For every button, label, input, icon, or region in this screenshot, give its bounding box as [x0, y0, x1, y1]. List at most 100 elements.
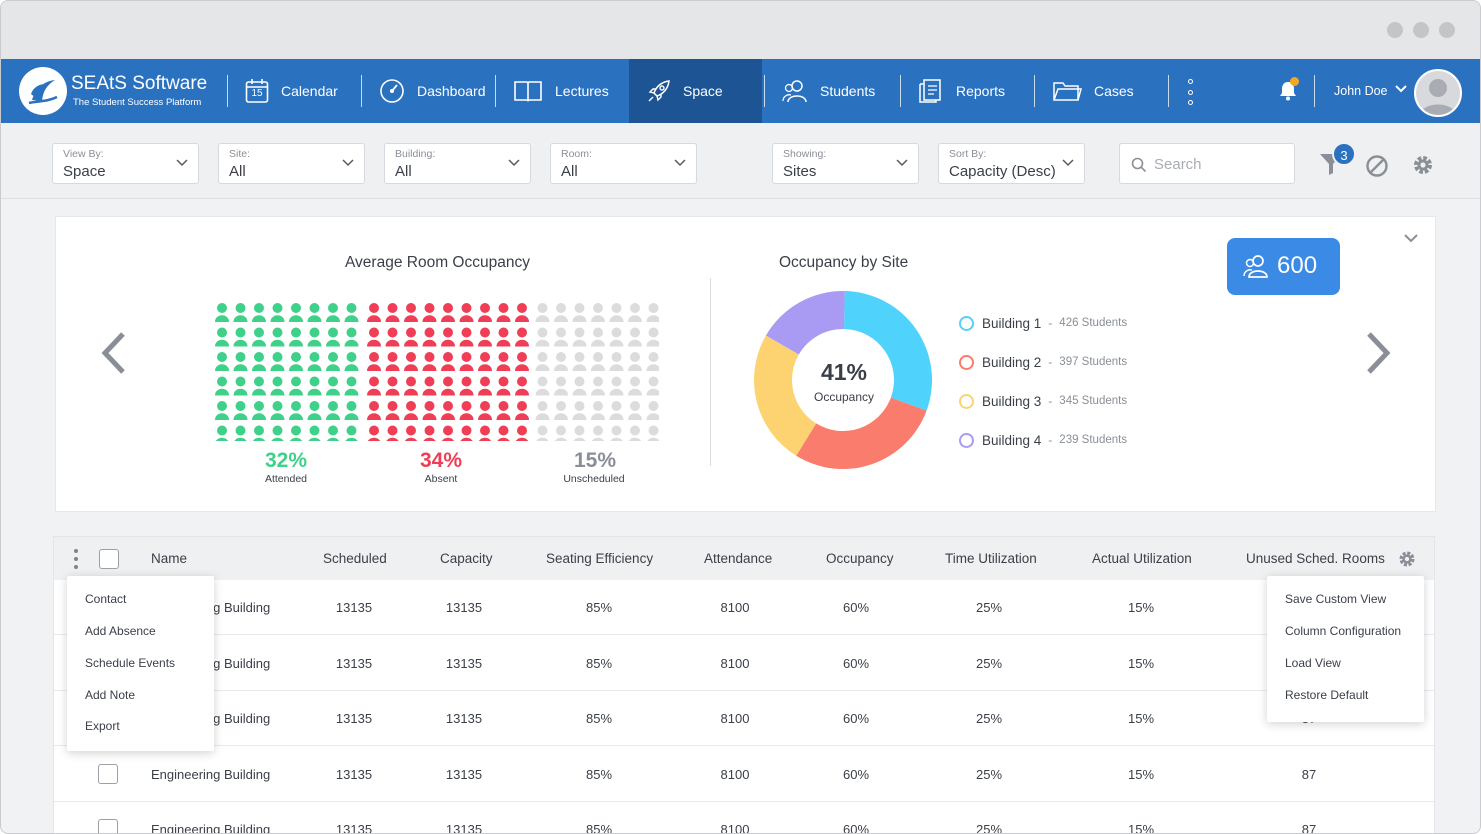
absent-label: Absent — [424, 473, 458, 485]
occupancy-by-site-title: Occupancy by Site — [779, 254, 909, 271]
nav-item-dashboard[interactable]: Dashboard — [363, 59, 493, 123]
menu-item-add-note[interactable]: Add Note — [85, 688, 136, 702]
legend-ring — [959, 432, 974, 448]
sort-by-select[interactable]: Sort By: Capacity (Desc) — [938, 143, 1085, 184]
collapse-chevron-icon[interactable] — [1403, 233, 1419, 243]
cell-capacity: 13135 — [445, 600, 483, 615]
nav-item-students[interactable]: Students — [766, 59, 898, 123]
menu-item-export[interactable]: Export — [85, 719, 120, 733]
person-icon — [629, 425, 641, 441]
legend-building-value: 397 Students — [1059, 356, 1128, 368]
view-by-value: Space — [63, 163, 106, 180]
person-icon — [554, 376, 568, 396]
person-icon — [535, 352, 550, 371]
room-select[interactable]: Room: All — [550, 143, 697, 184]
building-select[interactable]: Building: All — [384, 143, 531, 184]
table-row[interactable]: Engineering Building131351313585%810060%… — [54, 691, 1434, 746]
row-actions-menu: Contact Add Absence Schedule Events Add … — [67, 576, 214, 751]
nav-item-lectures[interactable]: Lectures — [497, 59, 627, 123]
folder-icon — [1053, 82, 1082, 101]
legend-item: Building 1 - 426 Students — [959, 314, 1127, 332]
row-checkbox[interactable] — [98, 819, 118, 833]
person-icon — [327, 425, 339, 441]
donut-percent: 41% — [820, 359, 868, 385]
cell-time: 25% — [975, 655, 1003, 671]
showing-select[interactable]: Showing: Sites — [772, 143, 919, 184]
chevron-down-icon[interactable] — [1394, 84, 1408, 94]
user-name[interactable]: John Doe — [1334, 84, 1388, 98]
column-header-capacity[interactable]: Capacity — [440, 551, 493, 566]
cell-time: 25% — [975, 766, 1003, 782]
person-icon — [591, 352, 605, 371]
person-icon — [609, 352, 624, 371]
chevron-right-icon[interactable] — [1363, 331, 1395, 375]
menu-item-restore-default[interactable]: Restore Default — [1285, 688, 1369, 702]
column-header-name[interactable]: Name — [151, 551, 188, 566]
chevron-down-icon — [1062, 159, 1074, 167]
chevron-left-icon[interactable] — [97, 331, 129, 375]
nav-divider — [1168, 75, 1169, 107]
person-icon — [515, 401, 529, 420]
settings-gear-icon[interactable] — [1411, 153, 1435, 177]
window-dot[interactable] — [1387, 22, 1403, 38]
view-by-select[interactable]: View By: Space — [52, 143, 199, 184]
person-icon — [554, 327, 568, 347]
column-header-unused-sched-rooms[interactable]: Unused Sched. Rooms — [1246, 551, 1385, 566]
nav-label-reports: Reports — [956, 83, 1006, 99]
menu-item-schedule-events[interactable]: Schedule Events — [85, 656, 176, 670]
row-checkbox[interactable] — [98, 763, 118, 784]
column-header-time-utilization[interactable]: Time Utilization — [945, 551, 1037, 566]
nav-item-reports[interactable]: Reports — [902, 59, 1032, 123]
search-icon — [1131, 157, 1147, 173]
search-input[interactable]: Search — [1119, 143, 1295, 184]
person-icon — [422, 327, 437, 347]
person-icon — [289, 401, 303, 420]
table-row[interactable]: Engineering Building131351313585%810060%… — [54, 580, 1434, 635]
menu-item-load-view[interactable]: Load View — [1285, 656, 1341, 670]
person-icon — [344, 376, 359, 396]
person-icon — [326, 376, 340, 396]
column-header-actual-utilization[interactable]: Actual Utilization — [1092, 551, 1192, 566]
menu-item-contact[interactable]: Contact — [85, 592, 127, 606]
menu-item-column-configuration[interactable]: Column Configuration — [1285, 624, 1402, 638]
chevron-down-icon — [342, 159, 354, 167]
more-options-icon[interactable] — [1187, 79, 1193, 105]
legend-building-name: Building 1 — [982, 315, 1042, 331]
person-icon — [385, 327, 400, 347]
brand-logo[interactable]: SEAtS Software The Student Success Platf… — [19, 67, 219, 117]
person-icon — [535, 303, 550, 322]
clear-filters-icon[interactable] — [1365, 154, 1389, 178]
window-dot[interactable] — [1439, 22, 1455, 38]
row-actions-icon[interactable] — [74, 549, 78, 569]
column-header-seating-efficiency[interactable]: Seating Efficiency — [546, 551, 654, 566]
cell-capacity: 13135 — [445, 655, 483, 671]
person-icon — [535, 376, 550, 396]
person-icon — [555, 425, 567, 441]
cell-time: 25% — [975, 711, 1003, 726]
nav-item-space[interactable]: Space — [629, 59, 762, 123]
column-header-scheduled[interactable]: Scheduled — [323, 551, 387, 566]
person-icon — [478, 401, 492, 420]
table-settings-gear-icon[interactable] — [1397, 549, 1417, 569]
window-titlebar — [1, 1, 1480, 59]
table-row[interactable]: Engineering Building131351313585%810060%… — [54, 636, 1434, 691]
avatar[interactable] — [1414, 69, 1462, 117]
site-select[interactable]: Site: All — [218, 143, 365, 184]
column-header-occupancy[interactable]: Occupancy — [826, 551, 894, 566]
select-all-checkbox[interactable] — [99, 549, 119, 569]
menu-item-save-custom-view[interactable]: Save Custom View — [1285, 592, 1387, 606]
cell-scheduled: 13135 — [335, 766, 373, 782]
person-icon — [459, 327, 474, 347]
cell-seating: 85% — [585, 711, 613, 726]
window-dot[interactable] — [1413, 22, 1429, 38]
person-icon — [422, 401, 437, 420]
donut-slice-building-4 — [765, 291, 845, 355]
column-header-attendance[interactable]: Attendance — [704, 551, 773, 566]
person-icon — [233, 376, 248, 396]
nav-item-cases[interactable]: Cases — [1036, 59, 1166, 123]
nav-item-calendar[interactable]: 15 Calendar — [229, 59, 359, 123]
menu-item-add-absence[interactable]: Add Absence — [85, 624, 156, 638]
